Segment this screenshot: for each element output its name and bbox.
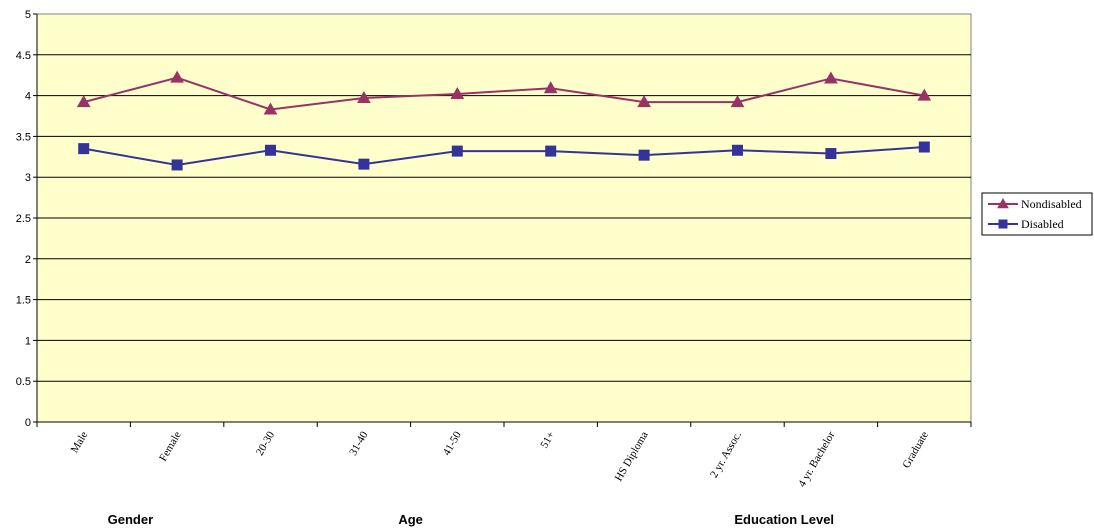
y-tick-label: 0.5 xyxy=(16,376,31,388)
y-tick-label: 1 xyxy=(25,335,31,347)
legend-label: Disabled xyxy=(1021,217,1064,231)
y-axis-ticks: 0 0.5 1 1.5 2 2.5 3 3.5 4 4.5 5 xyxy=(16,9,37,429)
triangle-marker xyxy=(357,91,371,104)
square-marker xyxy=(998,219,1008,229)
x-tick-label: HS Diploma xyxy=(613,429,651,483)
square-marker xyxy=(918,141,930,153)
x-tick-label: Male xyxy=(69,429,91,455)
square-marker xyxy=(358,158,370,170)
triangle-marker xyxy=(543,81,558,94)
category-group-label: Education Level xyxy=(734,512,834,527)
y-tick-label: 3.5 xyxy=(16,131,31,143)
x-tick-label: 51+ xyxy=(538,430,557,451)
square-marker xyxy=(732,144,743,156)
y-tick-label: 0 xyxy=(25,417,31,429)
series-line xyxy=(83,146,925,166)
series-disabled xyxy=(78,141,930,171)
square-marker xyxy=(825,148,837,160)
y-tick-label: 3 xyxy=(25,172,31,184)
square-marker xyxy=(451,145,463,157)
triangle-marker xyxy=(824,71,838,84)
triangle-marker xyxy=(997,197,1009,209)
triangle-marker xyxy=(76,95,91,108)
square-marker xyxy=(171,159,183,171)
square-marker xyxy=(265,144,276,156)
square-marker xyxy=(545,145,557,157)
series-line xyxy=(83,76,925,111)
triangle-marker xyxy=(637,95,651,108)
square-marker xyxy=(78,143,90,155)
series-layer xyxy=(76,70,932,171)
y-tick-label: 5 xyxy=(25,9,31,21)
x-tick-label: Female xyxy=(157,429,184,463)
triangle-marker xyxy=(263,102,278,115)
y-tick-label: 4 xyxy=(25,91,31,103)
x-tick-label: 41-50 xyxy=(441,429,464,458)
x-tick-label: Graduate xyxy=(900,429,931,470)
category-group-label: Gender xyxy=(108,512,154,527)
y-tick-label: 4.5 xyxy=(16,50,31,62)
x-axis-ticks: Male Female 20-30 31-40 41-50 51+ HS Diploma 2 … xyxy=(36,422,972,489)
triangle-marker xyxy=(170,70,184,83)
series-nondisabled xyxy=(76,70,932,115)
x-tick-label: 31-40 xyxy=(347,429,370,458)
y-tick-label: 2.5 xyxy=(16,213,31,225)
x-tick-label: 2 yr. Assoc. xyxy=(708,429,744,480)
y-tick-label: 1.5 xyxy=(16,295,31,307)
triangle-marker xyxy=(730,95,745,108)
legend-label: Nondisabled xyxy=(1021,197,1082,211)
x-tick-label: 4 yr. Bachelor xyxy=(796,429,838,489)
y-tick-label: 2 xyxy=(25,254,31,266)
triangle-marker xyxy=(450,86,465,99)
x-tick-label: 20-30 xyxy=(254,429,277,458)
legend: Nondisabled Disabled xyxy=(981,192,1093,236)
category-group-label: Age xyxy=(398,512,423,527)
category-groups: Gender Age Education Level xyxy=(108,512,834,527)
square-marker xyxy=(638,149,650,161)
gridlines xyxy=(37,54,971,382)
triangle-marker xyxy=(917,88,932,101)
